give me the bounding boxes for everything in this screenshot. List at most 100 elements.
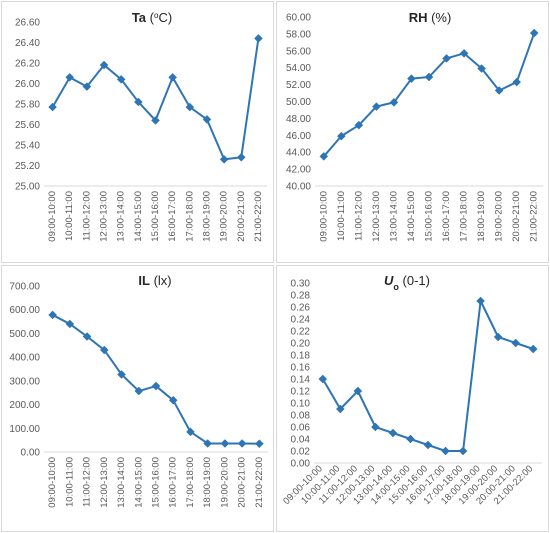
data-point-marker [423, 440, 433, 450]
y-tick-label: 48.00 [286, 114, 311, 125]
ta-chart-panel: Ta (oC) 25.00 25.20 25.40 25.60 25.80 26.00 26… [1, 1, 274, 263]
chart-title: IL (lx) [138, 273, 171, 288]
rh-chart: RH (%) 40.00 42.00 44.00 46.00 48.00 50.00 52.… [286, 10, 543, 242]
x-tick-label: 21:00-22:00 [529, 191, 540, 242]
y-tick-label: 700.00 [9, 282, 40, 293]
data-point-marker [168, 72, 178, 82]
x-tick-label: 11:00-12:00 [82, 457, 93, 507]
data-point-marker [335, 404, 345, 414]
data-point-marker [168, 395, 178, 405]
x-tick-label: 16:00-17:00 [168, 457, 179, 508]
data-point-marker [477, 64, 486, 73]
data-point-marker [65, 319, 75, 329]
data-point-marker [407, 74, 416, 84]
y-tick-label: 26.40 [15, 38, 40, 49]
data-point-marker [48, 310, 57, 320]
x-tick-label: 12:00-13:00 [371, 191, 382, 242]
y-tick-label: 60.00 [286, 13, 311, 24]
x-tick-label: 12:00-13:00 [99, 191, 110, 242]
x-tick-label: 18:00-19:00 [201, 191, 212, 242]
y-tick-label: 0.08 [291, 411, 311, 422]
ta-chart: Ta (oC) 25.00 25.20 25.40 25.60 25.80 26.00 26… [15, 10, 267, 242]
y-tick-label: 25.40 [15, 141, 40, 152]
x-tick-label: 09:00-10:00 [47, 191, 58, 242]
data-point-marker [116, 75, 126, 84]
y-tick-label: 26.60 [15, 18, 40, 29]
il-chart-panel: IL (lx) 0.00 100.00 200.00 300.00 400.00 500.… [1, 265, 274, 532]
uo-chart: Uo (0-1) 0.000.020.040.060.080.100.120.1… [281, 273, 542, 507]
x-tick-label: 20:00-21:00 [237, 457, 248, 508]
y-tick-label: 44.00 [286, 148, 311, 159]
series-line [51, 38, 260, 161]
x-tick-label: 16:00-17:00 [441, 191, 452, 242]
data-point-marker [203, 439, 213, 448]
data-point-marker [65, 72, 75, 82]
data-point-marker [388, 428, 398, 438]
x-tick-label: 18:00-19:00 [202, 457, 213, 508]
data-point-marker [319, 152, 329, 161]
x-tick-label: 13:00-14:00 [388, 191, 399, 242]
x-tick-label: 17:00-18:00 [184, 191, 195, 242]
data-point-marker [82, 332, 92, 341]
data-point-marker [442, 54, 451, 63]
uo-chart-panel: Uo (0-1) 0.00 0.02 0.04 0.06 0.08 0.10 0.12 0.1… [276, 265, 549, 532]
y-tick-label: 0.04 [291, 435, 311, 446]
y-tick-label: 0.02 [291, 447, 311, 458]
data-point-marker [406, 434, 415, 444]
data-point-marker [134, 386, 144, 396]
data-point-marker [512, 77, 522, 87]
data-point-marker [254, 34, 263, 43]
y-tick-label: 0.28 [291, 291, 311, 302]
data-point-marker [255, 439, 264, 449]
y-tick-label: 25.60 [15, 120, 40, 131]
y-tick-label: 40.00 [286, 182, 311, 193]
y-tick-label: 0.14 [291, 375, 311, 386]
y-tick-label: 300.00 [9, 376, 40, 387]
y-tick-label: 56.00 [286, 46, 311, 57]
x-tick-label: 11:00-12:00 [353, 191, 364, 241]
x-tick-label: 12:00-13:00 [99, 457, 110, 508]
y-tick-label: 46.00 [286, 131, 311, 142]
il-chart: IL (lx) 0.00 100.00 200.00 300.00 400.00 500.… [9, 273, 268, 508]
x-tick-label: 09:00-10:00 [318, 191, 329, 242]
y-tick-label: 42.00 [286, 165, 311, 176]
data-point-marker [371, 422, 380, 432]
x-tick-label: 10:00-11:00 [64, 457, 75, 507]
series-line [321, 300, 534, 452]
series-line [323, 32, 536, 158]
x-tick-label: 16:00-17:00 [167, 191, 178, 242]
y-tick-label: 0.20 [291, 339, 311, 350]
y-tick-label: 25.00 [15, 182, 40, 193]
data-point-marker [528, 344, 538, 354]
y-tick-label: 500.00 [9, 329, 40, 340]
data-point-marker [82, 82, 92, 91]
x-tick-label: 20:00-21:00 [236, 191, 247, 242]
x-tick-label: 14:00-15:00 [133, 457, 144, 508]
y-tick-label: 0.10 [291, 399, 311, 410]
x-tick-label: 10:00-11:00 [64, 191, 75, 241]
y-tick-label: 25.20 [15, 161, 40, 172]
data-point-marker [48, 102, 57, 112]
y-tick-label: 52.00 [286, 80, 311, 91]
y-tick-label: 200.00 [9, 400, 40, 411]
x-tick-label: 10:00-11:00 [336, 191, 347, 241]
data-point-marker [318, 374, 328, 384]
x-tick-label: 18:00-19:00 [476, 191, 487, 242]
data-point-marker [354, 120, 364, 130]
chart-title: Uo (0-1) [384, 273, 430, 292]
rh-chart-panel: RH (%) 40.00 42.00 44.00 46.00 48.00 50.00 52.… [276, 1, 549, 263]
data-point-marker [511, 338, 521, 348]
y-tick-label: 50.00 [286, 97, 311, 108]
data-point-marker [151, 381, 161, 391]
y-tick-label: 0.06 [291, 423, 311, 434]
data-point-marker [372, 102, 381, 111]
x-tick-label: 15:00-16:00 [151, 457, 162, 508]
data-point-marker [493, 332, 503, 342]
y-tick-label: 0.16 [291, 363, 311, 374]
data-point-marker [459, 48, 469, 58]
series-line [52, 314, 260, 445]
data-point-marker [353, 386, 363, 396]
y-tick-label: 0.26 [291, 303, 311, 314]
x-tick-label: 17:00-18:00 [185, 457, 196, 508]
x-tick-label: 21:00-22:00 [253, 191, 264, 242]
